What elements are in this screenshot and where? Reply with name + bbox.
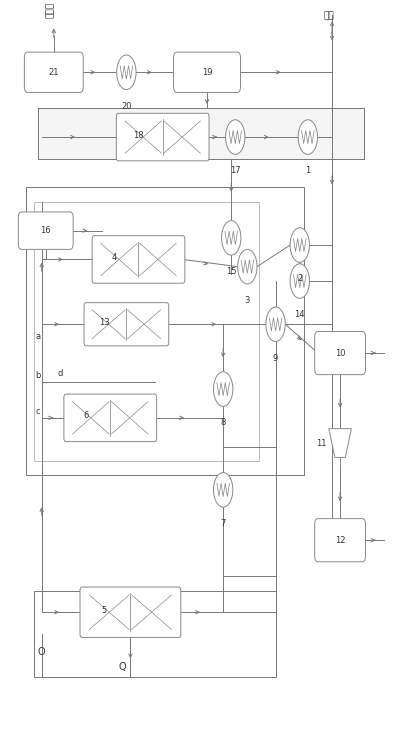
Bar — [34, 202, 259, 461]
Text: 3: 3 — [244, 296, 249, 305]
Text: 20: 20 — [121, 102, 131, 110]
Bar — [38, 108, 363, 159]
Text: 某气: 某气 — [323, 11, 334, 21]
Text: 14: 14 — [294, 311, 304, 319]
Text: a: a — [36, 332, 41, 341]
Circle shape — [290, 263, 309, 298]
Circle shape — [225, 120, 244, 155]
Text: 12: 12 — [334, 536, 345, 545]
Text: 7: 7 — [220, 519, 225, 528]
Text: c: c — [36, 407, 40, 417]
Text: 17: 17 — [229, 166, 240, 175]
Text: 21: 21 — [49, 68, 59, 77]
Circle shape — [290, 227, 309, 262]
FancyBboxPatch shape — [80, 587, 180, 637]
Text: 19: 19 — [201, 68, 212, 77]
Text: 15: 15 — [226, 267, 236, 276]
Text: d: d — [58, 369, 63, 378]
Text: 11: 11 — [315, 439, 326, 447]
Text: 13: 13 — [99, 318, 109, 327]
Text: 4: 4 — [111, 253, 116, 262]
Text: 16: 16 — [40, 226, 51, 236]
FancyBboxPatch shape — [173, 52, 240, 93]
Circle shape — [297, 120, 317, 155]
FancyBboxPatch shape — [314, 519, 364, 562]
Polygon shape — [328, 428, 350, 458]
Text: b: b — [36, 371, 41, 381]
Circle shape — [213, 372, 232, 406]
Circle shape — [237, 250, 256, 284]
Text: 原料气: 原料气 — [46, 2, 55, 18]
Text: O: O — [38, 648, 45, 657]
Circle shape — [116, 55, 136, 90]
FancyBboxPatch shape — [92, 236, 184, 283]
Text: 2: 2 — [296, 275, 302, 283]
FancyBboxPatch shape — [18, 212, 73, 250]
Circle shape — [265, 307, 285, 342]
Text: 5: 5 — [101, 606, 106, 615]
Text: 8: 8 — [220, 419, 225, 428]
Text: 9: 9 — [272, 353, 277, 363]
FancyBboxPatch shape — [84, 302, 168, 346]
Text: 10: 10 — [334, 349, 345, 358]
FancyBboxPatch shape — [116, 113, 209, 161]
Text: 6: 6 — [83, 411, 88, 420]
Text: Q: Q — [118, 662, 126, 672]
FancyBboxPatch shape — [64, 394, 156, 442]
Bar — [26, 188, 303, 475]
Text: 1: 1 — [305, 166, 310, 175]
Text: 18: 18 — [133, 130, 143, 140]
Circle shape — [221, 221, 240, 255]
Circle shape — [213, 473, 232, 507]
FancyBboxPatch shape — [314, 331, 364, 375]
Bar — [34, 590, 275, 677]
FancyBboxPatch shape — [24, 52, 83, 93]
